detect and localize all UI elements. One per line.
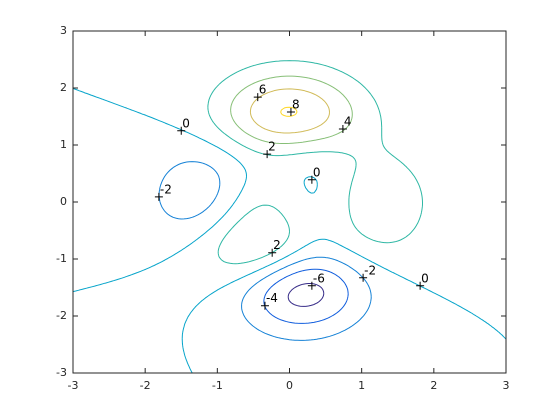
contour-line <box>230 75 353 144</box>
contour-line <box>72 88 507 374</box>
contour-label: 6 <box>259 83 267 97</box>
contour-line <box>207 60 423 265</box>
y-tick-label: 1 <box>60 138 67 151</box>
label-marker <box>359 273 368 282</box>
label-marker <box>177 126 186 135</box>
label-marker <box>263 150 272 159</box>
contour-line <box>280 106 298 117</box>
y-tick-label: -2 <box>56 309 67 322</box>
contour-line <box>158 161 372 341</box>
contour-label: -6 <box>313 271 325 285</box>
contour-label: 0 <box>182 116 190 130</box>
y-tick-label: 0 <box>60 195 67 208</box>
contour-label: -2 <box>364 263 376 277</box>
label-marker <box>253 93 262 102</box>
contour-label: 0 <box>421 271 429 285</box>
contour-label: 2 <box>273 238 281 252</box>
label-marker <box>338 125 347 134</box>
contour-label: 4 <box>344 115 352 129</box>
contour-line <box>287 283 325 307</box>
y-tick-label: -1 <box>56 252 67 265</box>
x-tick-label: -3 <box>68 379 79 392</box>
label-marker <box>307 175 316 184</box>
contour-label: 8 <box>292 97 300 111</box>
label-marker <box>260 301 269 310</box>
x-tick-label: 2 <box>430 379 437 392</box>
plot-area <box>73 31 506 373</box>
x-tick-label: -1 <box>212 379 223 392</box>
contour-label: -4 <box>266 291 278 305</box>
contour-line <box>263 268 349 324</box>
label-marker <box>307 281 316 290</box>
x-tick-label: 0 <box>286 379 293 392</box>
y-tick-label: 2 <box>60 81 67 94</box>
contour-label: -2 <box>160 182 172 196</box>
label-marker <box>268 248 277 257</box>
x-tick-label: 3 <box>503 379 510 392</box>
label-marker <box>416 281 425 290</box>
label-marker <box>286 107 295 116</box>
contour-label: 2 <box>268 140 276 154</box>
x-tick-label: -2 <box>140 379 151 392</box>
contour-label: 0 <box>313 165 321 179</box>
y-tick-label: -3 <box>56 366 67 379</box>
y-tick-label: 3 <box>60 24 67 37</box>
label-marker <box>154 192 163 201</box>
x-tick-label: 1 <box>358 379 365 392</box>
